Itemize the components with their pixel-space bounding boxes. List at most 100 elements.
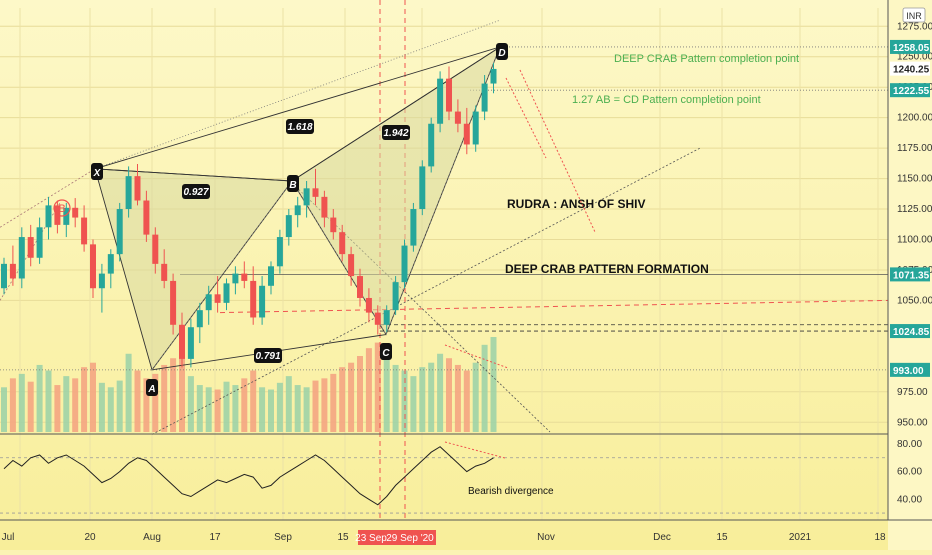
candle-body xyxy=(1,263,7,289)
candle-body xyxy=(223,283,230,303)
price-tick: 1050.00 xyxy=(897,295,932,306)
candle-body xyxy=(116,209,123,255)
point-label-bg xyxy=(496,43,508,60)
candle-body xyxy=(205,294,212,311)
rsi-tick: 60.00 xyxy=(897,467,922,478)
volume-bar xyxy=(472,362,479,432)
time-tick: 2021 xyxy=(789,532,812,543)
price-tag: 1222.55 xyxy=(893,86,930,97)
ratio-label: 1.618 xyxy=(287,122,312,133)
volume-bar xyxy=(419,367,426,432)
candle-body xyxy=(143,200,150,235)
volume-bar xyxy=(250,370,257,432)
price-tick: 975.00 xyxy=(897,387,928,398)
price-tick: 950.00 xyxy=(897,417,928,428)
price-tick: 1275.00 xyxy=(897,21,932,32)
volume-bar xyxy=(401,370,408,432)
candle-body xyxy=(81,217,88,245)
trendline-left xyxy=(0,168,96,228)
time-tick: 17 xyxy=(209,532,221,543)
point-label-B: B xyxy=(289,180,296,191)
volume-bar xyxy=(321,378,328,432)
price-tag: 993.00 xyxy=(893,366,924,377)
volume-bar xyxy=(27,381,34,432)
volume-bar xyxy=(187,376,194,432)
volume-bar xyxy=(152,373,159,432)
candle-body xyxy=(250,280,257,318)
volume-bar xyxy=(90,362,96,432)
ratio-label: 1.942 xyxy=(383,128,408,139)
point-label-bg xyxy=(146,379,158,396)
leg-xd xyxy=(94,46,501,170)
point-label-bg xyxy=(380,343,392,360)
volume-bar xyxy=(223,381,230,432)
candle-body xyxy=(196,310,203,328)
trendline-up xyxy=(151,147,701,435)
candle-body xyxy=(170,280,177,325)
annot-formation: DEEP CRAB PATTERN FORMATION xyxy=(505,262,709,276)
candle-body xyxy=(98,273,105,289)
annot-deep-crab: DEEP CRAB Pattern completion point xyxy=(614,53,799,65)
highlight-date-2: 29 Sep '20 xyxy=(386,533,434,544)
candle-body xyxy=(365,297,372,313)
candle-body xyxy=(285,215,292,238)
candle-body xyxy=(45,205,52,228)
ratio-bg xyxy=(254,348,282,363)
projection-arrow-2 xyxy=(519,69,596,233)
volume-bar xyxy=(303,387,310,432)
volume-bar xyxy=(490,337,497,432)
volume-bar xyxy=(285,376,292,432)
leg-cd xyxy=(385,46,501,335)
price-tag-bg xyxy=(890,83,930,98)
volume-bar xyxy=(214,389,221,432)
candle-body xyxy=(374,312,381,325)
time-tick: 20 xyxy=(84,532,96,543)
candle-body xyxy=(214,294,221,303)
volume-bar xyxy=(18,373,25,432)
volume-bar xyxy=(125,353,132,432)
volume-bar xyxy=(54,385,61,432)
candle-body xyxy=(134,176,141,201)
leg-xb xyxy=(94,168,293,182)
point-label-bg xyxy=(287,175,299,192)
candle-body xyxy=(392,282,399,311)
candle-body xyxy=(259,285,266,318)
highlight-date-1: 23 Sep xyxy=(355,533,387,544)
time-tick: Nov xyxy=(537,532,555,543)
candle-body xyxy=(419,166,426,210)
rsi-line xyxy=(3,446,494,506)
volume-bar xyxy=(107,387,114,432)
time-tick: 15 xyxy=(337,532,349,543)
highlight-date-bg xyxy=(358,530,436,545)
time-tick: Dec xyxy=(653,532,671,543)
point-label-X: X xyxy=(93,168,102,179)
candle-body xyxy=(454,111,461,124)
price-tick: 1250.00 xyxy=(897,52,932,63)
candle-body xyxy=(152,234,159,264)
volume-bar xyxy=(179,351,185,432)
candle-body xyxy=(63,207,70,225)
volume-bar xyxy=(81,367,88,432)
ratio-bg xyxy=(382,125,410,140)
volume-bar xyxy=(143,378,150,432)
volume-bar xyxy=(196,385,203,432)
candle-body xyxy=(125,176,132,210)
price-tag: 1258.05 xyxy=(893,43,930,54)
candle-body xyxy=(312,188,319,197)
volume-bar xyxy=(410,376,417,432)
volume-bar xyxy=(259,387,266,432)
candle-body xyxy=(410,209,417,246)
volume-bar xyxy=(428,362,435,432)
leg-bd xyxy=(291,46,501,182)
candle-body xyxy=(348,254,355,277)
candle-body xyxy=(446,78,452,112)
candle-body xyxy=(401,245,408,283)
volume-bar xyxy=(437,353,444,432)
price-tag-bg xyxy=(890,61,930,76)
price-tag-bg xyxy=(890,267,930,282)
price-tag-bg xyxy=(890,324,930,339)
volume-bar xyxy=(241,378,248,432)
annot-abcd: 1.27 AB = CD Pattern completion point xyxy=(572,94,761,106)
